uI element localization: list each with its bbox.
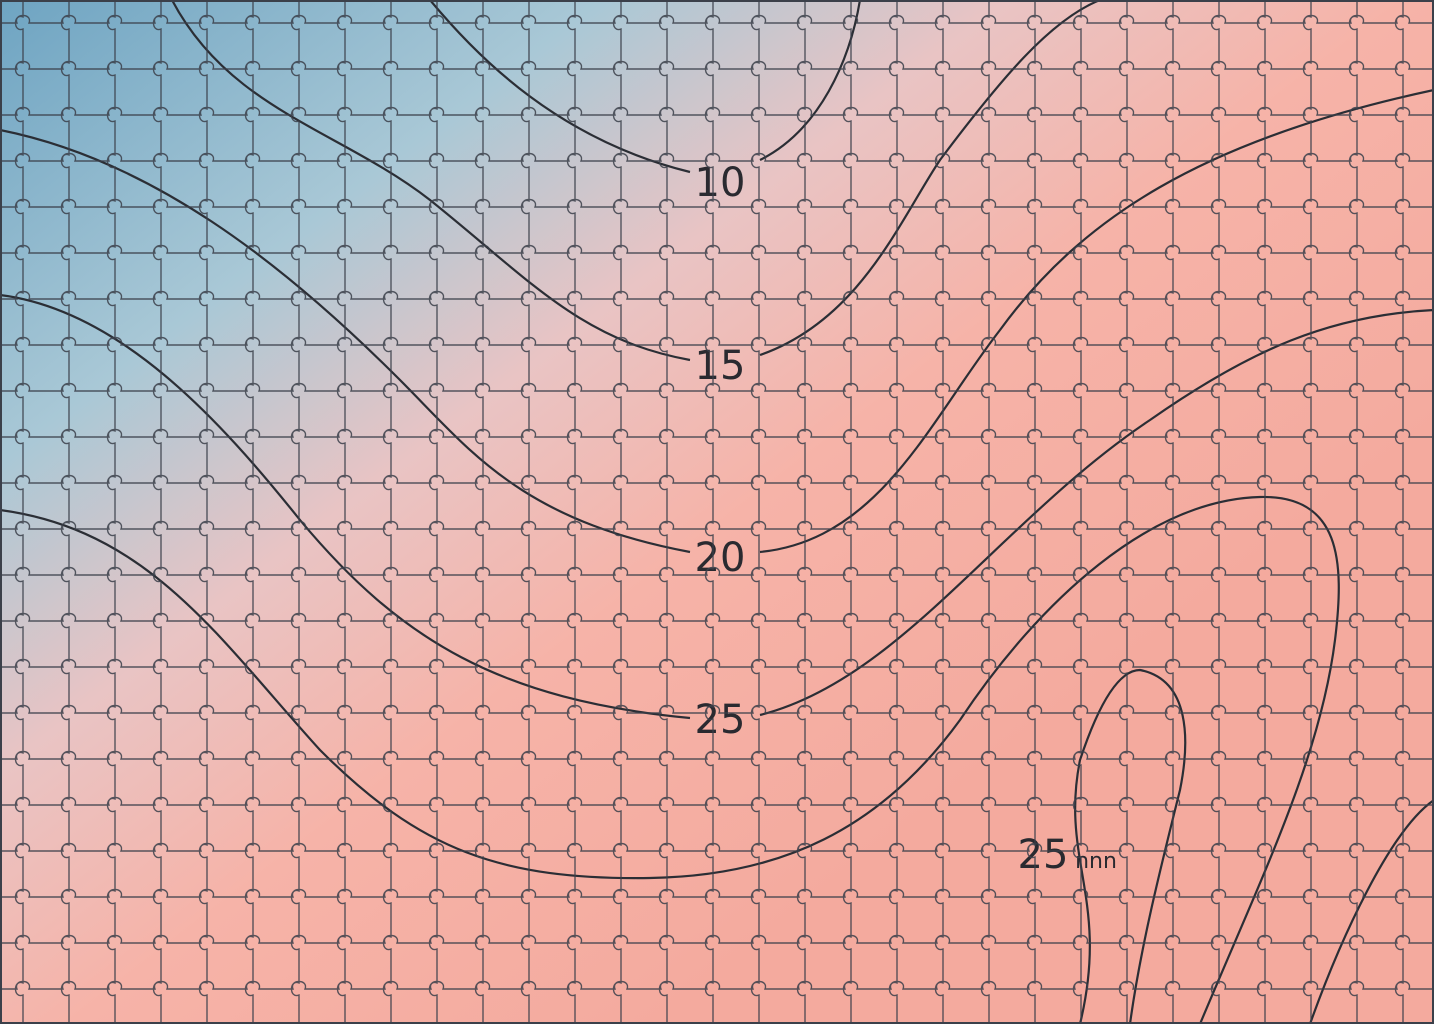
page: 10 15 20 25 25 nnn (() => { const data =… xyxy=(0,0,1434,1024)
puzzle-board: 10 15 20 25 25 nnn xyxy=(0,0,1434,1024)
board-frame xyxy=(0,0,1434,1024)
puzzle-pieces xyxy=(0,0,1434,1024)
